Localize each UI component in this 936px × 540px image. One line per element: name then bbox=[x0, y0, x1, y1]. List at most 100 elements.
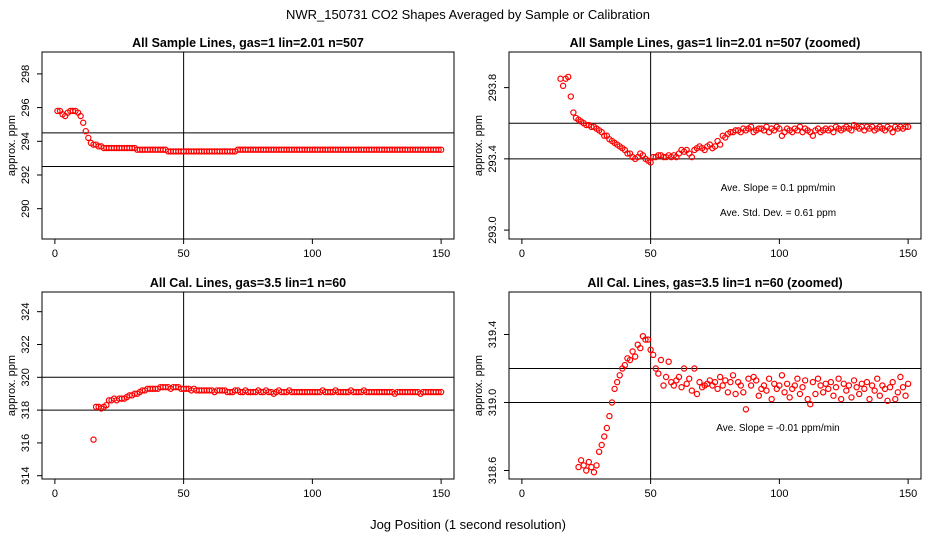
y-tick-label: 320 bbox=[20, 368, 32, 386]
y-tick-label: 290 bbox=[20, 199, 32, 217]
data-point bbox=[621, 361, 629, 369]
data-point bbox=[899, 384, 907, 391]
data-point bbox=[740, 389, 747, 396]
data-point bbox=[868, 382, 876, 389]
data-point bbox=[688, 387, 696, 394]
data-point bbox=[79, 119, 87, 126]
data-point bbox=[608, 399, 616, 406]
data-point bbox=[904, 123, 912, 131]
annotation-text: Ave. Std. Dev. = 0.61 ppm bbox=[720, 208, 836, 219]
data-point bbox=[696, 378, 703, 386]
data-point bbox=[827, 378, 835, 386]
x-tick-label: 0 bbox=[519, 488, 525, 500]
data-point bbox=[577, 457, 585, 464]
y-tick-label: 324 bbox=[20, 303, 32, 321]
panel-1: All Sample Lines, gas=1 lin=2.01 n=507 0 5… bbox=[6, 36, 455, 260]
data-point bbox=[783, 380, 791, 387]
data-point bbox=[603, 424, 611, 432]
data-point bbox=[722, 377, 729, 384]
y-tick-label: 296 bbox=[20, 98, 32, 116]
y-axis-label: approx. ppm bbox=[473, 115, 485, 176]
x-tick-label: 100 bbox=[770, 488, 788, 500]
data-point bbox=[866, 395, 873, 403]
data-point bbox=[631, 353, 639, 360]
data-point bbox=[583, 467, 590, 474]
x-tick-label: 0 bbox=[52, 488, 58, 500]
data-point bbox=[662, 373, 670, 381]
data-point bbox=[652, 365, 659, 372]
data-point bbox=[616, 372, 623, 379]
data-point bbox=[765, 375, 773, 382]
data-point bbox=[714, 385, 721, 393]
data-point bbox=[771, 380, 778, 387]
data-point bbox=[711, 378, 719, 386]
y-tick-label: 318 bbox=[20, 401, 32, 419]
data-point bbox=[874, 375, 881, 382]
panel-4: All Cal. Lines, gas=3.5 lin=1 n=60 (zoom… bbox=[473, 276, 922, 500]
data-point bbox=[850, 377, 858, 384]
data-point bbox=[567, 93, 575, 100]
data-point bbox=[437, 388, 445, 396]
x-tick-label: 100 bbox=[770, 248, 788, 260]
data-point bbox=[611, 385, 618, 393]
y-tick-label: 293.8 bbox=[487, 74, 499, 102]
data-point bbox=[688, 153, 696, 161]
y-tick-label: 294 bbox=[20, 132, 32, 150]
data-point bbox=[742, 406, 750, 413]
data-point bbox=[786, 394, 793, 401]
annotation-text: Ave. Slope = -0.01 ppm/min bbox=[716, 423, 840, 434]
x-tick-label: 150 bbox=[899, 248, 917, 260]
figure-x-label: Jog Position (1 second resolution) bbox=[370, 517, 566, 532]
data-point bbox=[601, 433, 608, 440]
data-point bbox=[680, 365, 688, 372]
panel-2: All Sample Lines, gas=1 lin=2.01 n=507 (… bbox=[473, 36, 922, 260]
data-point bbox=[626, 356, 634, 364]
data-point bbox=[642, 336, 649, 343]
y-axis-label: approx. ppm bbox=[473, 355, 485, 416]
data-point bbox=[665, 358, 672, 365]
data-point bbox=[753, 377, 760, 384]
data-point bbox=[768, 395, 775, 403]
panel-title: All Cal. Lines, gas=3.5 lin=1 n=60 (zoom… bbox=[587, 276, 842, 290]
data-point bbox=[437, 146, 445, 153]
x-tick-label: 150 bbox=[432, 488, 450, 500]
data-point bbox=[655, 370, 662, 377]
data-point bbox=[90, 436, 97, 443]
data-point bbox=[861, 385, 868, 393]
data-point bbox=[822, 380, 829, 387]
data-point bbox=[683, 380, 690, 387]
data-point bbox=[781, 389, 788, 396]
x-tick-label: 0 bbox=[519, 248, 525, 260]
data-point bbox=[82, 127, 89, 135]
data-point bbox=[435, 388, 442, 396]
data-point bbox=[629, 348, 636, 355]
data-point bbox=[580, 462, 587, 469]
data-point bbox=[776, 125, 783, 132]
data-point bbox=[565, 73, 572, 81]
data-point bbox=[897, 373, 904, 381]
data-point bbox=[848, 394, 855, 401]
data-point bbox=[686, 375, 693, 382]
data-point bbox=[894, 389, 902, 396]
data-point bbox=[817, 382, 824, 389]
y-axis-label: approx. ppm bbox=[6, 355, 18, 416]
data-point bbox=[902, 123, 909, 131]
data-point bbox=[590, 469, 598, 476]
data-point bbox=[716, 373, 724, 381]
data-point bbox=[801, 377, 809, 384]
data-point bbox=[835, 375, 842, 382]
data-point bbox=[848, 127, 855, 134]
data-point bbox=[812, 390, 819, 398]
data-point bbox=[830, 128, 837, 136]
y-tick-label: 316 bbox=[20, 434, 32, 452]
data-point bbox=[853, 384, 860, 391]
data-point bbox=[585, 458, 593, 466]
data-point bbox=[660, 382, 667, 389]
data-point bbox=[716, 141, 724, 148]
data-point bbox=[77, 112, 84, 120]
data-point bbox=[747, 123, 755, 131]
data-point bbox=[732, 390, 739, 398]
data-point bbox=[814, 375, 822, 382]
data-point bbox=[791, 382, 799, 389]
